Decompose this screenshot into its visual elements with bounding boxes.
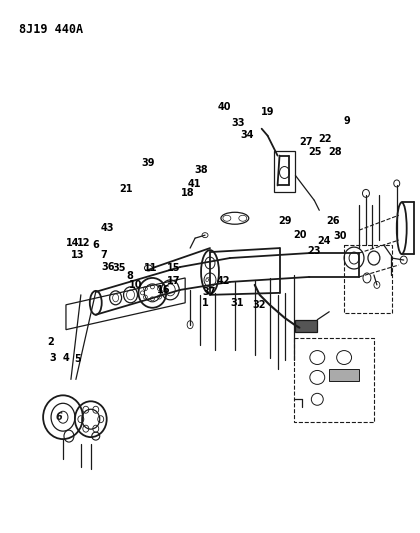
Text: 32: 32 xyxy=(252,300,266,310)
Text: 28: 28 xyxy=(328,147,342,157)
Bar xyxy=(294,337,374,422)
Text: 2: 2 xyxy=(47,337,54,347)
Text: 24: 24 xyxy=(317,236,331,246)
Bar xyxy=(295,320,317,332)
Text: 12: 12 xyxy=(77,238,90,248)
Text: 6: 6 xyxy=(205,277,209,283)
Text: 16: 16 xyxy=(158,285,171,295)
Text: 43: 43 xyxy=(101,223,115,233)
Text: 34: 34 xyxy=(241,130,254,140)
Text: 9: 9 xyxy=(344,116,350,126)
Text: 3: 3 xyxy=(49,353,56,362)
Text: 33: 33 xyxy=(231,118,245,128)
Text: 10: 10 xyxy=(129,280,143,290)
Text: 6: 6 xyxy=(55,412,63,422)
Text: 41: 41 xyxy=(188,179,201,189)
Text: 23: 23 xyxy=(307,246,321,256)
Text: 31: 31 xyxy=(230,297,244,308)
Text: 4: 4 xyxy=(63,353,69,362)
Text: 30: 30 xyxy=(333,231,347,241)
Text: 14: 14 xyxy=(66,238,79,248)
Text: 42: 42 xyxy=(217,276,231,286)
Text: 35: 35 xyxy=(113,263,126,272)
Text: 6: 6 xyxy=(92,240,99,251)
Text: 26: 26 xyxy=(326,216,340,227)
Text: 38: 38 xyxy=(195,165,208,175)
Text: 8J19 440A: 8J19 440A xyxy=(19,23,84,36)
Text: 29: 29 xyxy=(278,216,292,227)
Text: 39: 39 xyxy=(142,158,155,167)
Text: 18: 18 xyxy=(181,188,195,198)
Text: 37: 37 xyxy=(202,287,215,297)
Text: 11: 11 xyxy=(144,263,157,272)
Bar xyxy=(344,245,392,313)
Text: 8: 8 xyxy=(126,271,133,281)
Text: 27: 27 xyxy=(299,137,313,147)
Text: 25: 25 xyxy=(308,147,322,157)
Bar xyxy=(273,151,295,192)
Text: 1: 1 xyxy=(202,297,208,308)
Text: 40: 40 xyxy=(218,102,231,112)
Text: 36: 36 xyxy=(101,262,115,271)
Text: 17: 17 xyxy=(167,276,181,286)
Text: 5: 5 xyxy=(74,354,81,364)
Bar xyxy=(329,369,359,382)
Text: 20: 20 xyxy=(293,230,307,240)
Text: 21: 21 xyxy=(119,183,132,193)
Text: 15: 15 xyxy=(167,263,181,272)
Text: 13: 13 xyxy=(71,250,84,260)
Text: 22: 22 xyxy=(318,134,331,144)
Text: 7: 7 xyxy=(100,250,107,260)
Text: 19: 19 xyxy=(261,107,274,117)
